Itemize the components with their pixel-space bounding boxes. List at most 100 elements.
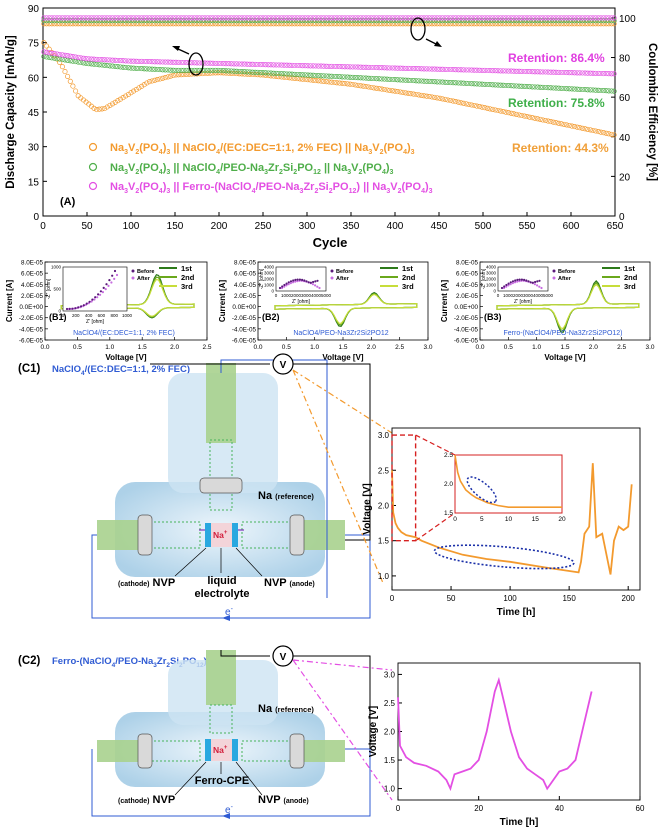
efficiency-point-peo xyxy=(458,18,464,24)
zoom-x-tick-label: 10 xyxy=(505,516,513,523)
efficiency-point-liquid xyxy=(484,21,490,27)
efficiency-point-liquid xyxy=(553,21,559,27)
capacity-point-ferro xyxy=(241,61,248,67)
eis-x-tick-label: 1000 xyxy=(503,293,514,298)
capacity-point-peo xyxy=(558,85,564,91)
capacity-point-liquid xyxy=(447,97,453,104)
cv-ylabel: Current [A] xyxy=(440,280,449,323)
efficiency-point-liquid xyxy=(381,21,387,27)
capacity-point-ferro xyxy=(432,66,438,72)
capacity-point-liquid xyxy=(62,69,68,75)
capacity-point-ferro xyxy=(131,58,137,64)
capacity-point-liquid xyxy=(59,64,65,70)
efficiency-point-liquid xyxy=(73,21,79,27)
efficiency-point-liquid xyxy=(65,21,71,27)
capacity-point-ferro xyxy=(125,58,131,64)
capacity-point-peo xyxy=(405,77,411,83)
efficiency-point-ferro xyxy=(442,15,448,21)
capacity-point-liquid xyxy=(128,90,134,96)
vt-x-tick-label: 20 xyxy=(474,804,483,813)
efficiency-point-ferro xyxy=(524,15,530,21)
efficiency-point-ferro xyxy=(310,15,316,21)
eis-before-point xyxy=(514,279,517,282)
efficiency-point-ferro xyxy=(144,15,150,21)
capacity-point-liquid xyxy=(373,85,380,91)
eis-before-point xyxy=(97,293,100,296)
capacity-point-liquid xyxy=(516,112,522,118)
efficiency-point-peo xyxy=(305,18,311,24)
efficiency-point-peo xyxy=(46,18,52,24)
capacity-point-peo xyxy=(403,77,409,83)
eis-before-point xyxy=(523,278,526,281)
efficiency-point-liquid xyxy=(453,21,459,27)
efficiency-point-liquid xyxy=(550,21,556,27)
eis-after-point xyxy=(294,280,297,283)
efficiency-point-liquid xyxy=(371,21,377,27)
c1-na-reference: Na (reference) xyxy=(258,490,314,502)
capacity-point-ferro xyxy=(529,69,535,75)
efficiency-point-peo xyxy=(284,18,290,24)
capacity-point-liquid xyxy=(397,89,403,95)
efficiency-point-ferro xyxy=(181,15,187,21)
cv-x-tick-label: 0.5 xyxy=(504,344,513,351)
capacity-point-peo xyxy=(585,87,591,93)
capacity-point-liquid xyxy=(505,110,512,116)
capacity-point-liquid xyxy=(271,73,277,79)
efficiency-point-liquid xyxy=(78,21,84,27)
capacity-point-peo xyxy=(207,67,213,73)
efficiency-point-ferro xyxy=(363,15,369,21)
capacity-point-peo xyxy=(210,67,216,73)
efficiency-point-peo xyxy=(603,18,609,24)
capacity-point-ferro xyxy=(194,60,200,66)
efficiency-point-liquid xyxy=(307,21,314,27)
efficiency-point-liquid xyxy=(344,21,351,27)
efficiency-point-ferro xyxy=(141,15,147,21)
vt-y-tick-label: 2.5 xyxy=(384,699,396,708)
efficiency-point-peo xyxy=(99,18,105,24)
efficiency-point-ferro xyxy=(405,15,411,21)
efficiency-point-ferro xyxy=(355,15,361,21)
eis-after-point xyxy=(107,284,110,287)
capacity-point-ferro xyxy=(550,69,556,75)
panel-a-x-tick-label: 600 xyxy=(563,221,580,232)
efficiency-point-peo xyxy=(265,18,271,24)
capacity-point-peo xyxy=(495,82,501,88)
efficiency-point-ferro xyxy=(278,15,285,21)
efficiency-point-peo xyxy=(315,18,321,24)
efficiency-point-peo xyxy=(445,18,451,24)
capacity-point-liquid xyxy=(165,74,171,80)
efficiency-point-ferro xyxy=(466,15,472,21)
efficiency-point-peo xyxy=(360,18,366,24)
efficiency-point-liquid xyxy=(524,21,530,27)
eis-before-point xyxy=(80,305,83,308)
efficiency-point-peo xyxy=(521,18,527,24)
efficiency-point-ferro xyxy=(88,15,94,21)
capacity-point-peo xyxy=(571,86,578,92)
efficiency-point-liquid xyxy=(564,21,570,27)
capacity-point-peo xyxy=(239,69,245,75)
capacity-point-ferro xyxy=(41,49,47,55)
efficiency-point-ferro xyxy=(366,15,372,21)
efficiency-point-peo xyxy=(241,18,248,24)
eis-ylabel: -Z'' [ohm] xyxy=(259,268,265,289)
capacity-point-ferro xyxy=(603,71,609,77)
efficiency-point-peo xyxy=(313,18,319,24)
efficiency-point-peo xyxy=(212,18,219,24)
capacity-point-ferro xyxy=(154,59,160,65)
capacity-point-liquid xyxy=(426,94,432,100)
eis-before-point xyxy=(289,280,293,283)
capacity-point-ferro xyxy=(334,64,340,70)
capacity-point-ferro xyxy=(569,70,575,76)
capacity-point-ferro xyxy=(115,57,121,64)
eis-before-point xyxy=(105,283,108,286)
efficiency-point-peo xyxy=(432,18,438,24)
c1-electrolyte-label: liquid electrolyte xyxy=(194,575,249,600)
capacity-point-liquid xyxy=(278,74,285,80)
efficiency-point-peo xyxy=(170,18,176,24)
efficiency-point-ferro xyxy=(318,15,324,21)
panel-a-x-tick-label: 50 xyxy=(81,221,93,232)
capacity-point-liquid xyxy=(65,73,71,79)
efficiency-point-liquid xyxy=(43,21,50,27)
capacity-point-ferro xyxy=(442,66,448,72)
efficiency-point-liquid xyxy=(479,21,485,27)
